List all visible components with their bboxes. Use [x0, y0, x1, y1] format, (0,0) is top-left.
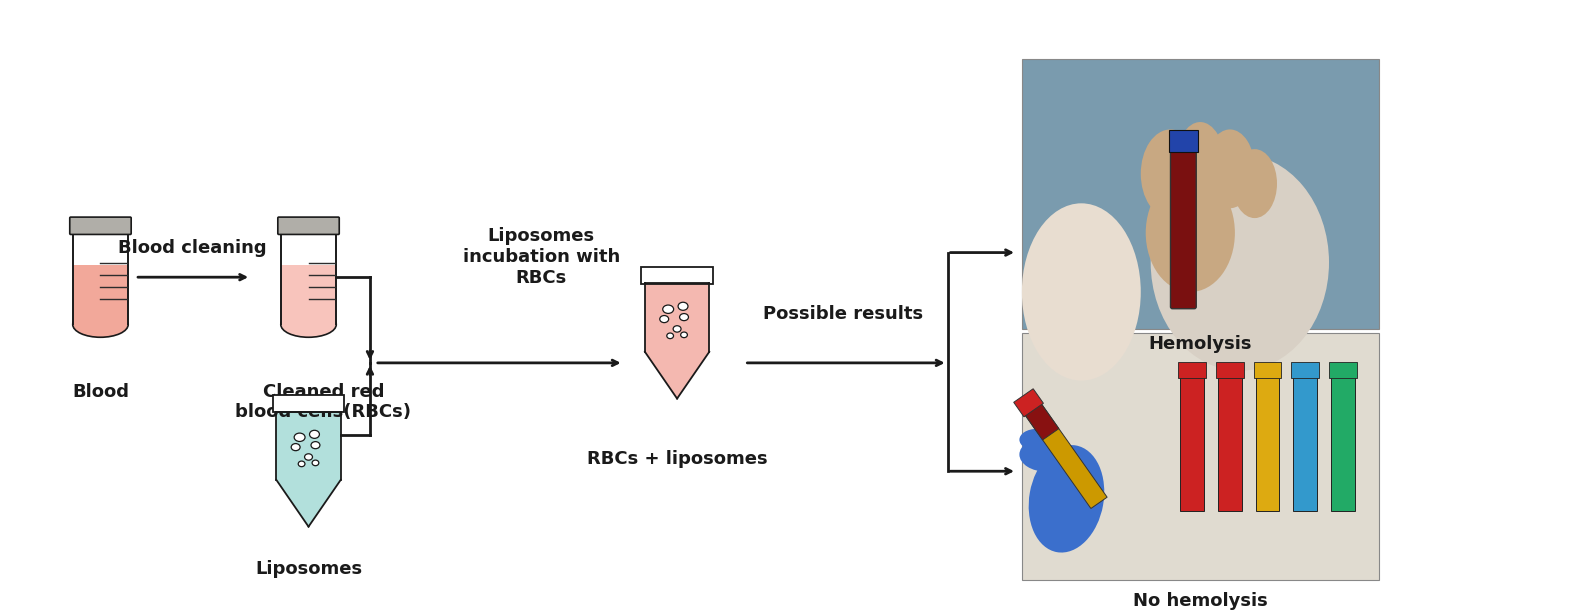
Bar — [645, 284, 710, 352]
Bar — [73, 234, 129, 325]
Bar — [1218, 363, 1242, 510]
Ellipse shape — [678, 302, 688, 311]
FancyBboxPatch shape — [642, 267, 713, 284]
Ellipse shape — [305, 454, 313, 460]
Bar — [1256, 363, 1280, 510]
Ellipse shape — [1175, 122, 1224, 206]
FancyBboxPatch shape — [1170, 142, 1196, 309]
Bar — [1291, 362, 1320, 378]
Bar — [1253, 362, 1282, 378]
Bar — [1169, 130, 1199, 152]
Bar — [1178, 362, 1207, 378]
FancyBboxPatch shape — [278, 217, 340, 234]
Ellipse shape — [662, 305, 673, 314]
Bar — [281, 234, 337, 325]
Text: Liposomes
incubation with
RBCs: Liposomes incubation with RBCs — [462, 228, 619, 287]
Ellipse shape — [1019, 429, 1054, 451]
Ellipse shape — [1021, 204, 1140, 381]
Bar — [73, 265, 129, 325]
Ellipse shape — [281, 312, 337, 337]
Bar — [281, 265, 337, 325]
Ellipse shape — [1140, 129, 1201, 218]
Ellipse shape — [1232, 149, 1277, 218]
Polygon shape — [276, 480, 341, 526]
Text: Hemolysis: Hemolysis — [1148, 335, 1251, 353]
Ellipse shape — [294, 433, 305, 442]
Polygon shape — [1016, 392, 1107, 509]
Ellipse shape — [299, 461, 305, 467]
Ellipse shape — [673, 326, 681, 332]
Ellipse shape — [1205, 129, 1255, 208]
Bar — [1021, 333, 1378, 579]
Bar — [1180, 363, 1204, 510]
Ellipse shape — [680, 314, 689, 320]
Ellipse shape — [1029, 445, 1104, 552]
Bar — [281, 312, 337, 325]
Bar — [1216, 362, 1243, 378]
Ellipse shape — [1151, 154, 1329, 371]
Text: Cleaned red
blood cells(RBCs): Cleaned red blood cells(RBCs) — [235, 383, 411, 421]
Ellipse shape — [659, 315, 669, 323]
Polygon shape — [1013, 389, 1043, 417]
Ellipse shape — [73, 312, 129, 337]
Ellipse shape — [311, 442, 319, 449]
Bar — [1021, 58, 1378, 330]
Ellipse shape — [1145, 174, 1235, 292]
Ellipse shape — [681, 332, 688, 338]
Ellipse shape — [667, 333, 673, 339]
Bar — [276, 411, 341, 480]
Text: Blood: Blood — [71, 383, 129, 400]
Text: Blood cleaning: Blood cleaning — [118, 239, 267, 256]
Text: RBCs + liposomes: RBCs + liposomes — [588, 450, 767, 467]
Bar — [73, 265, 129, 325]
Bar — [1293, 363, 1316, 510]
Text: Possible results: Possible results — [764, 306, 924, 323]
Ellipse shape — [291, 443, 300, 451]
FancyBboxPatch shape — [273, 395, 345, 412]
Ellipse shape — [313, 460, 319, 466]
Ellipse shape — [1019, 437, 1073, 472]
Polygon shape — [645, 352, 710, 399]
Bar — [73, 312, 129, 325]
Bar — [1329, 362, 1356, 378]
Ellipse shape — [310, 430, 319, 438]
FancyBboxPatch shape — [70, 217, 132, 234]
Bar — [281, 265, 337, 325]
Polygon shape — [1023, 400, 1059, 440]
Bar — [1331, 363, 1355, 510]
Text: Liposomes: Liposomes — [256, 560, 362, 578]
Text: No hemolysis: No hemolysis — [1132, 592, 1267, 610]
